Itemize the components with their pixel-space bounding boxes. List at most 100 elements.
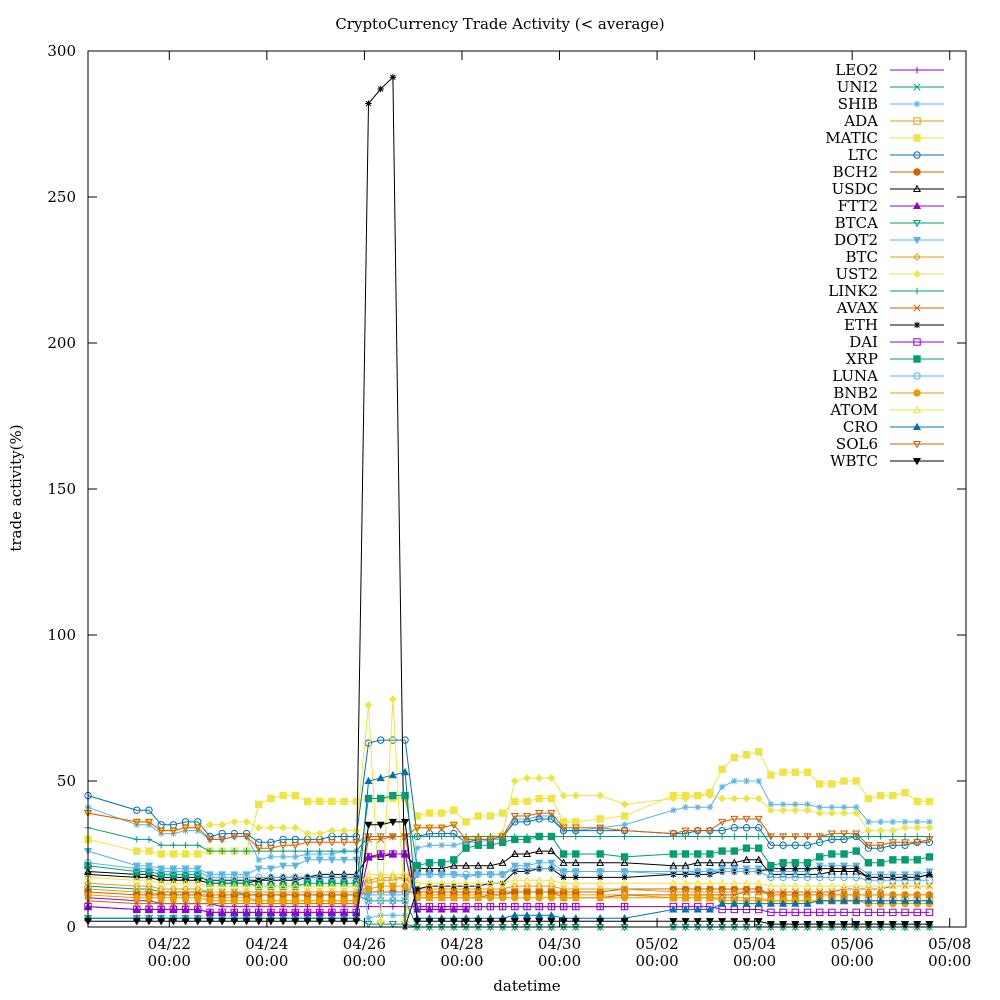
data-point-bnb2: [389, 882, 397, 890]
data-point-luna: [486, 870, 495, 879]
legend-entry-ust2: UST2: [836, 265, 944, 283]
legend-marker: [913, 321, 921, 329]
data-point-wbtc: [437, 918, 446, 926]
data-point-dai: [450, 902, 458, 911]
data-point-avax: [157, 900, 165, 908]
data-point-atom: [705, 878, 714, 887]
legend-entry-xrp: XRP: [846, 350, 944, 368]
data-point-luna: [133, 864, 141, 873]
data-point-shib: [755, 777, 762, 785]
data-point-ftt2: [461, 905, 471, 913]
data-point-dot2: [535, 859, 544, 867]
data-point-luna: [730, 867, 739, 876]
data-point-cro: [815, 896, 824, 904]
data-point-matic: [730, 753, 739, 762]
data-point-xrp: [779, 859, 787, 867]
data-point-cro: [864, 896, 873, 904]
data-point-matic: [742, 751, 751, 759]
data-point-cro: [742, 899, 751, 907]
data-point-matic: [864, 794, 873, 803]
data-point-atom: [498, 878, 507, 887]
data-point-wbtc: [681, 918, 690, 926]
data-point-eth: [804, 865, 811, 872]
data-point-bnb2: [596, 894, 604, 902]
data-point-sol6: [461, 836, 471, 844]
data-point-cro: [376, 773, 385, 782]
data-point-matic: [169, 850, 178, 858]
data-point-link2: [231, 847, 238, 855]
data-point-usdc: [449, 861, 458, 869]
series-line-matic: [87, 751, 930, 855]
data-point-ust2: [388, 695, 397, 704]
data-point-dai: [779, 908, 787, 917]
data-point-luna: [194, 867, 202, 876]
data-point-sol6: [522, 812, 532, 821]
legend-entry-luna: LUNA: [832, 367, 944, 385]
data-point-sol6: [157, 827, 166, 835]
x-tick-label: 04/22 00:00: [148, 935, 191, 970]
data-point-atom: [413, 878, 422, 887]
data-point-link2: [596, 833, 604, 840]
data-point-dai: [376, 850, 385, 858]
data-point-ust2: [535, 774, 544, 782]
data-point-xrp: [767, 861, 775, 870]
data-point-matic: [145, 847, 153, 855]
legend-marker: [913, 389, 921, 397]
legend-entry-shib: SHIB: [838, 95, 944, 113]
data-point-bnb2: [681, 894, 690, 902]
data-point-eth: [389, 74, 397, 81]
data-point-dai: [901, 908, 909, 917]
data-point-shib: [694, 804, 701, 811]
data-point-atom: [571, 878, 580, 887]
legend-label: LINK2: [828, 282, 878, 300]
x-tick-label: 04/28 00:00: [440, 935, 483, 970]
data-point-dai: [498, 902, 507, 911]
data-point-link2: [426, 833, 433, 840]
data-point-wbtc: [132, 918, 141, 926]
data-point-sol6: [144, 818, 154, 827]
data-point-avax: [730, 891, 738, 899]
data-point-shib: [414, 844, 421, 852]
data-point-ust2: [376, 917, 385, 926]
data-point-sol6: [535, 810, 544, 818]
data-point-wbtc: [340, 918, 349, 926]
data-point-dai: [889, 908, 897, 917]
data-point-shib: [389, 912, 397, 919]
data-point-atom: [522, 876, 532, 884]
data-point-btc: [230, 888, 239, 896]
data-point-btc: [547, 882, 556, 891]
data-point-bnb2: [279, 897, 287, 905]
data-point-xrp: [376, 794, 385, 803]
data-point-xrp: [523, 835, 531, 844]
data-point-xrp: [364, 794, 373, 803]
data-point-btc: [510, 882, 519, 891]
data-point-wbtc: [522, 918, 532, 926]
data-point-ust2: [267, 823, 275, 832]
data-point-luna: [328, 873, 336, 882]
data-point-sol6: [766, 833, 775, 841]
data-point-sol6: [864, 842, 873, 850]
data-point-atom: [449, 878, 458, 887]
data-point-xrp: [742, 844, 751, 852]
legend-label: XRP: [846, 350, 878, 368]
data-point-sol6: [754, 815, 763, 824]
legend-entry-sol6: SOL6: [836, 435, 944, 453]
data-point-cro: [718, 899, 727, 907]
data-point-ltc: [779, 841, 787, 849]
data-point-usdc: [742, 855, 751, 863]
data-point-link2: [145, 836, 153, 843]
data-point-luna: [694, 867, 702, 876]
data-point-wbtc: [303, 918, 312, 926]
data-point-shib: [901, 818, 909, 826]
x-tick-label: 05/02 00:00: [635, 935, 678, 970]
data-point-wbtc: [669, 918, 678, 926]
data-point-luna: [389, 897, 397, 905]
data-point-sol6: [205, 836, 214, 844]
legend-label: CRO: [843, 418, 878, 436]
data-point-bnb2: [425, 894, 434, 902]
data-point-matic: [754, 748, 763, 756]
data-point-btc: [157, 885, 166, 893]
data-point-matic: [523, 797, 531, 806]
data-point-dai: [767, 908, 775, 917]
